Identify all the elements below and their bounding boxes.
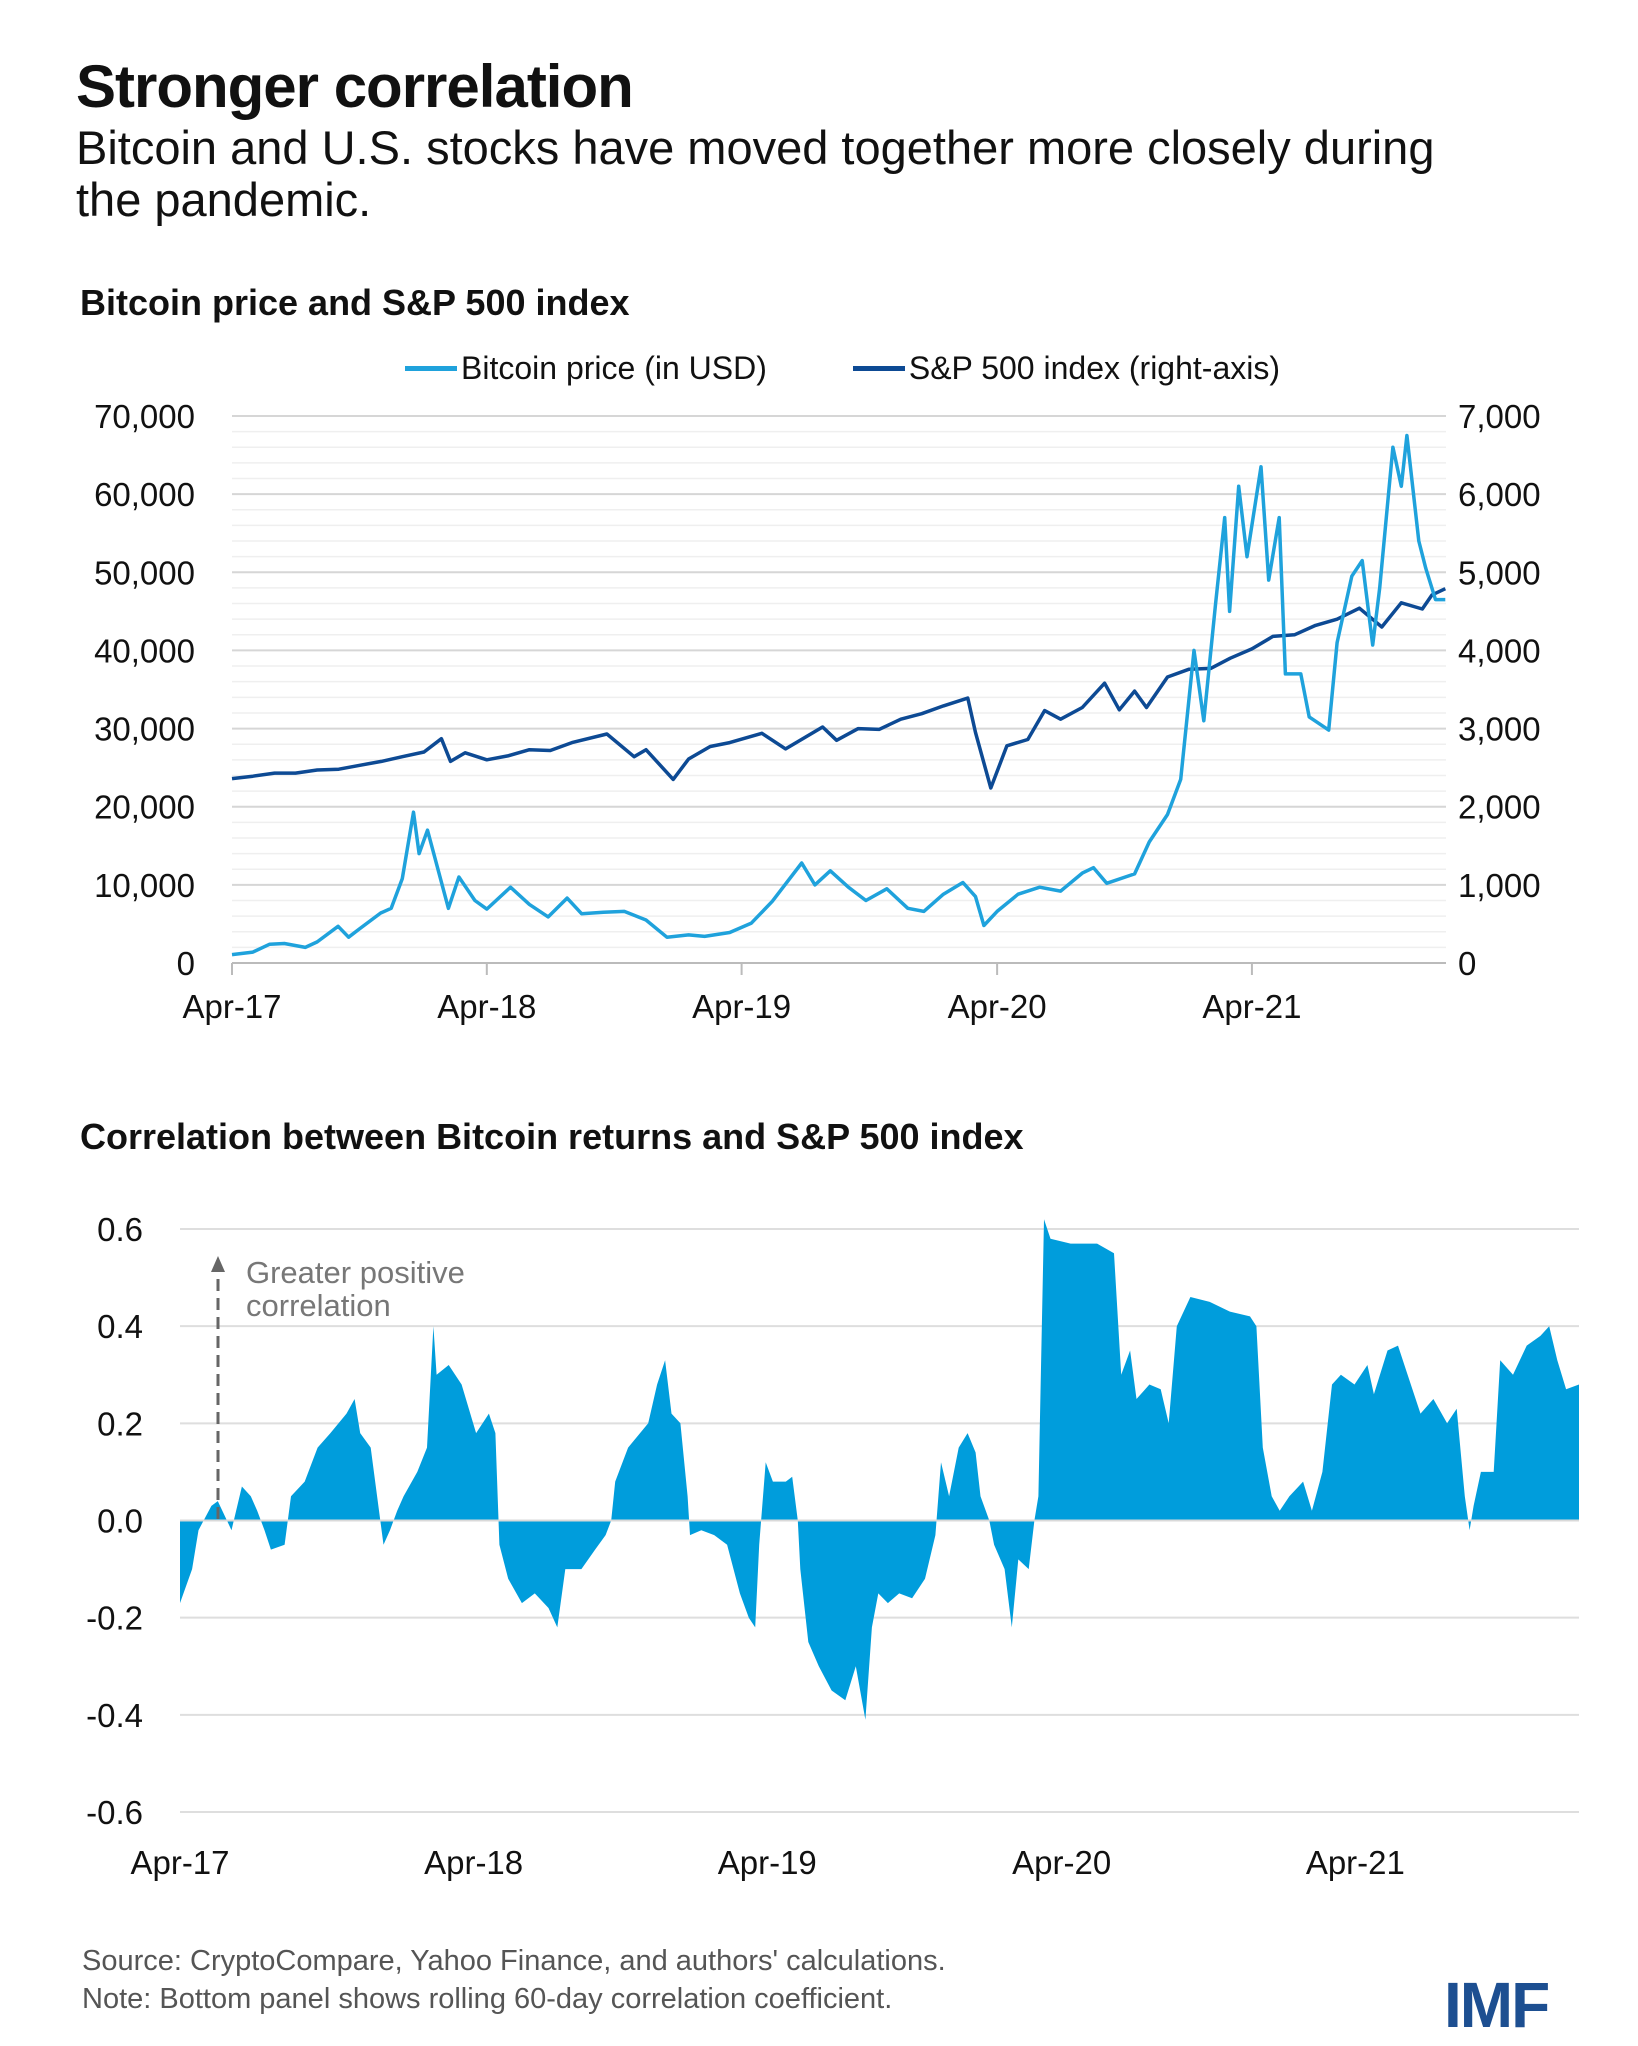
y-axis-left: 0 10,000 20,000 30,000 40,000 50,000 60,000 70,… bbox=[94, 398, 195, 982]
y-tick-label-right: 7,000 bbox=[1458, 398, 1541, 435]
y-tick-label: -0.4 bbox=[86, 1697, 143, 1734]
legend-item-sp500: S&P 500 index (right-axis) bbox=[852, 350, 1280, 387]
x-tick-label: Apr-21 bbox=[1306, 1844, 1405, 1881]
y-axis-right: 0 1,000 2,000 3,000 4,000 5,000 6,000 7,000 bbox=[1458, 398, 1541, 982]
page-subtitle: Bitcoin and U.S. stocks have moved toget… bbox=[76, 121, 1435, 226]
x-axis: Apr-17 Apr-18 Apr-19 Apr-20 Apr-21 bbox=[182, 963, 1301, 1025]
sp500-line bbox=[231, 587, 1447, 790]
y-tick-label-right: 2,000 bbox=[1458, 789, 1541, 826]
top-chart-title: Bitcoin price and S&P 500 index bbox=[80, 282, 630, 323]
y-tick-label-left: 60,000 bbox=[94, 476, 195, 513]
y-tick-label-left: 50,000 bbox=[94, 554, 195, 591]
x-axis: Apr-17 Apr-18 Apr-19 Apr-20 Apr-21 bbox=[130, 1844, 1404, 1881]
y-tick-label-left: 10,000 bbox=[94, 867, 195, 904]
y-tick-label: -0.6 bbox=[86, 1794, 143, 1831]
y-tick-label-right: 3,000 bbox=[1458, 711, 1541, 748]
y-tick-label-left: 0 bbox=[177, 945, 195, 982]
legend-label-sp500: S&P 500 index (right-axis) bbox=[908, 350, 1280, 386]
x-tick-label: Apr-17 bbox=[182, 988, 281, 1025]
x-tick-label: Apr-17 bbox=[130, 1844, 229, 1881]
bitcoin-line bbox=[231, 433, 1446, 957]
bottom-chart-title: Correlation between Bitcoin returns and … bbox=[80, 1116, 1024, 1157]
x-tick-label: Apr-20 bbox=[1012, 1844, 1111, 1881]
price-chart: 0 10,000 20,000 30,000 40,000 50,000 60,000 70,… bbox=[94, 398, 1541, 1025]
y-tick-label: 0.2 bbox=[97, 1405, 143, 1442]
y-tick-label-left: 30,000 bbox=[94, 711, 195, 748]
bitcoin-swatch bbox=[405, 366, 457, 371]
y-axis: -0.6 -0.4 -0.2 0.0 0.2 0.4 0.6 bbox=[86, 1211, 143, 1831]
correlation-chart: -0.6-0.4-0.20.00.20.40.6 Apr-17 Apr-18 Apr… bbox=[86, 1211, 1579, 1881]
x-tick-label: Apr-21 bbox=[1202, 988, 1301, 1025]
source-text: Source: CryptoCompare, Yahoo Finance, an… bbox=[82, 1945, 946, 1977]
note-text: Note: Bottom panel shows rolling 60-day … bbox=[82, 1983, 893, 2015]
page-title: Stronger correlation bbox=[76, 53, 634, 120]
y-tick-label-right: 4,000 bbox=[1458, 632, 1541, 669]
y-tick-label-left: 20,000 bbox=[94, 789, 195, 826]
x-tick-label: Apr-18 bbox=[424, 1844, 523, 1881]
x-tick-label: Apr-19 bbox=[692, 988, 791, 1025]
y-tick-label-right: 1,000 bbox=[1458, 867, 1541, 904]
y-tick-label-left: 70,000 bbox=[94, 398, 195, 435]
y-tick-label: 0.0 bbox=[97, 1503, 143, 1540]
x-tick-label: Apr-20 bbox=[948, 988, 1047, 1025]
y-tick-label: 0.4 bbox=[97, 1308, 143, 1345]
footnotes: Source: CryptoCompare, Yahoo Finance, an… bbox=[82, 1942, 946, 2018]
y-tick-label-right: 0 bbox=[1458, 945, 1476, 982]
legend: Bitcoin price (in USD) S&P 500 index (ri… bbox=[405, 350, 1280, 387]
y-tick-label: -0.2 bbox=[86, 1600, 143, 1637]
arrow-up-icon bbox=[211, 1256, 225, 1272]
x-tick-label: Apr-18 bbox=[437, 988, 536, 1025]
annotation: Greater positive correlation bbox=[211, 1255, 465, 1519]
y-tick-label-right: 5,000 bbox=[1458, 554, 1541, 591]
sp500-swatch bbox=[852, 366, 905, 371]
annotation-line2: correlation bbox=[246, 1288, 391, 1323]
imf-logo: IMF bbox=[1444, 1969, 1550, 2041]
y-tick-label-right: 6,000 bbox=[1458, 476, 1541, 513]
correlation-area bbox=[180, 1219, 1579, 1720]
x-tick-label: Apr-19 bbox=[718, 1844, 817, 1881]
annotation-line1: Greater positive bbox=[246, 1255, 465, 1290]
y-tick-label: 0.6 bbox=[97, 1211, 143, 1248]
y-tick-label-left: 40,000 bbox=[94, 632, 195, 669]
legend-label-bitcoin: Bitcoin price (in USD) bbox=[461, 350, 767, 386]
legend-item-bitcoin: Bitcoin price (in USD) bbox=[405, 350, 767, 387]
